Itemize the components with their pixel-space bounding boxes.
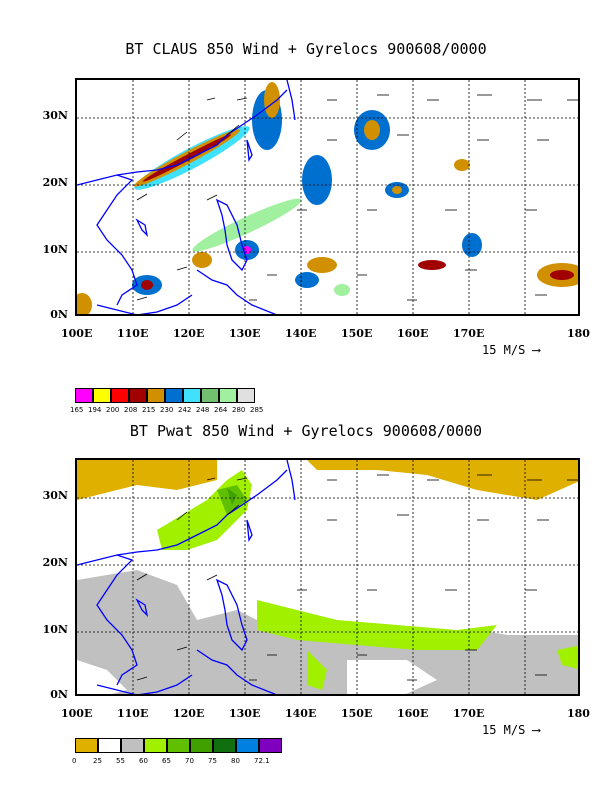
bottom-cbar-label: 70 bbox=[185, 757, 194, 765]
top-colorbar-swatch bbox=[201, 388, 219, 403]
top-map bbox=[75, 78, 580, 316]
top-colorbar-swatch bbox=[111, 388, 129, 403]
bottom-colorbar-swatch bbox=[190, 738, 213, 753]
bottom-x-tick-110e: 110E bbox=[117, 707, 149, 720]
bottom-cbar-label: 60 bbox=[139, 757, 148, 765]
scale-arrow-icon: ⟶ bbox=[532, 723, 540, 737]
bottom-colorbar-swatch bbox=[259, 738, 282, 753]
wind-vectors bbox=[136, 94, 578, 301]
bottom-scale-text: 15 M/S bbox=[482, 723, 526, 737]
bottom-colorbar-swatch bbox=[167, 738, 190, 753]
grid-lines bbox=[77, 80, 578, 314]
bottom-x-tick-150e: 150E bbox=[341, 707, 373, 720]
bottom-cbar-label: 25 bbox=[93, 757, 102, 765]
top-y-tick-20n: 20N bbox=[42, 176, 68, 189]
wind-vectors bbox=[136, 474, 578, 681]
top-x-tick-110e: 110E bbox=[117, 327, 149, 340]
bottom-x-tick-170e: 170E bbox=[453, 707, 485, 720]
scale-arrow-icon: ⟶ bbox=[532, 343, 540, 357]
bottom-x-tick-100e: 100E bbox=[61, 707, 93, 720]
bottom-x-tick-180: 180 bbox=[567, 707, 590, 720]
bottom-y-tick-10n: 10N bbox=[42, 623, 68, 636]
bottom-panel-title: BT Pwat 850 Wind + Gyrelocs 900608/0000 bbox=[129, 422, 483, 440]
coastlines bbox=[77, 460, 296, 694]
bottom-colorbar-swatch bbox=[236, 738, 259, 753]
top-y-tick-30n: 30N bbox=[42, 109, 68, 122]
grid-lines bbox=[77, 460, 578, 694]
top-cbar-label: 230 bbox=[160, 406, 174, 414]
bottom-colorbar-swatch bbox=[213, 738, 236, 753]
bottom-y-tick-20n: 20N bbox=[42, 556, 68, 569]
top-cbar-label: 264 bbox=[214, 406, 228, 414]
top-y-tick-10n: 10N bbox=[42, 243, 68, 256]
bottom-cbar-label: 0 bbox=[72, 757, 77, 765]
top-scale-text: 15 M/S bbox=[482, 343, 526, 357]
bottom-x-tick-160e: 160E bbox=[397, 707, 429, 720]
top-colorbar-swatch bbox=[129, 388, 147, 403]
top-colorbar-swatch bbox=[165, 388, 183, 403]
top-cbar-label: 194 bbox=[88, 406, 102, 414]
bottom-cbar-label: 80 bbox=[231, 757, 240, 765]
top-y-tick-0n: 0N bbox=[50, 308, 68, 321]
top-cbar-label: 242 bbox=[178, 406, 192, 414]
top-colorbar-swatch bbox=[93, 388, 111, 403]
bottom-colorbar-swatch bbox=[75, 738, 98, 753]
bottom-y-tick-0n: 0N bbox=[50, 688, 68, 701]
top-x-tick-140e: 140E bbox=[285, 327, 317, 340]
top-cbar-label: 285 bbox=[250, 406, 264, 414]
top-colorbar-swatch bbox=[75, 388, 93, 403]
top-x-tick-150e: 150E bbox=[341, 327, 373, 340]
top-colorbar-swatch bbox=[219, 388, 237, 403]
top-cbar-label: 208 bbox=[124, 406, 138, 414]
bottom-map bbox=[75, 458, 580, 696]
top-colorbar-swatch bbox=[237, 388, 255, 403]
top-cbar-label: 215 bbox=[142, 406, 156, 414]
coastlines bbox=[77, 80, 296, 314]
top-cbar-label: 280 bbox=[232, 406, 246, 414]
top-colorbar-swatch bbox=[147, 388, 165, 403]
bottom-cbar-label: 55 bbox=[116, 757, 125, 765]
bottom-cbar-label: 65 bbox=[162, 757, 171, 765]
top-cbar-label: 200 bbox=[106, 406, 120, 414]
bottom-colorbar bbox=[75, 738, 282, 753]
pwat-shading bbox=[77, 460, 578, 694]
top-cbar-label: 165 bbox=[70, 406, 84, 414]
bottom-colorbar-swatch bbox=[144, 738, 167, 753]
top-scale-label: 15 M/S ⟶ bbox=[482, 343, 540, 357]
bottom-x-tick-140e: 140E bbox=[285, 707, 317, 720]
bottom-colorbar-swatch bbox=[121, 738, 144, 753]
top-colorbar-swatch bbox=[183, 388, 201, 403]
bottom-scale-label: 15 M/S ⟶ bbox=[482, 723, 540, 737]
top-x-tick-120e: 120E bbox=[173, 327, 205, 340]
top-x-tick-130e: 130E bbox=[229, 327, 261, 340]
top-panel-title: BT CLAUS 850 Wind + Gyrelocs 900608/0000 bbox=[125, 40, 487, 58]
top-x-tick-170e: 170E bbox=[453, 327, 485, 340]
top-cbar-label: 248 bbox=[196, 406, 210, 414]
top-x-tick-180: 180 bbox=[567, 327, 590, 340]
top-map-graphics bbox=[77, 80, 578, 314]
bottom-y-tick-30n: 30N bbox=[42, 489, 68, 502]
bottom-cbar-label: 75 bbox=[208, 757, 217, 765]
cloud-shading bbox=[77, 82, 578, 314]
bottom-map-graphics bbox=[77, 460, 578, 694]
top-x-tick-160e: 160E bbox=[397, 327, 429, 340]
bottom-x-tick-130e: 130E bbox=[229, 707, 261, 720]
bottom-cbar-label: 72.1 bbox=[254, 757, 270, 765]
top-x-tick-100e: 100E bbox=[61, 327, 93, 340]
bottom-colorbar-swatch bbox=[98, 738, 121, 753]
bottom-x-tick-120e: 120E bbox=[173, 707, 205, 720]
top-colorbar bbox=[75, 388, 255, 403]
